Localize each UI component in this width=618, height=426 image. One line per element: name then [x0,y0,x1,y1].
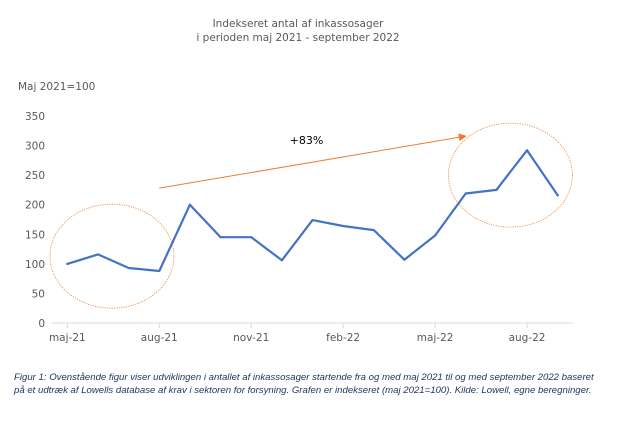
x-tick-label-aug-22: aug-22 [509,332,546,344]
data-point-maj-22 [433,234,437,237]
y-tick-label-300: 300 [25,141,45,153]
data-point-jan-22 [311,218,314,222]
y-tick-label-50: 50 [32,288,45,300]
series-group [66,149,559,273]
x-tick-label-nov-21: nov-21 [233,332,269,344]
growth-arrow [159,133,467,189]
data-point-feb-22 [342,224,345,228]
annotations: +83% [49,122,573,309]
y-tick-label-100: 100 [25,259,45,271]
data-point-jul-21 [127,266,130,270]
highlight-ellipse-2 [447,122,573,228]
data-point-sep-22 [556,194,559,197]
series-line-0 [66,149,559,273]
data-point-jun-22 [464,192,467,195]
x-tick-label-aug-21: aug-21 [141,332,178,344]
y-tick-label-350: 350 [25,111,45,123]
chart-title: Indekseret antal af inkassosager [213,18,385,30]
data-point-jul-22 [495,188,498,192]
data-point-maj-21 [66,262,69,265]
x-tick-label-maj-22: maj-22 [417,332,454,344]
highlight-ellipse-1 [49,203,175,309]
figure-caption: Figur 1: Ovenstående figur viser udvikli… [14,372,594,396]
data-point-apr-22 [403,258,406,261]
x-tick-label-maj-21: maj-21 [49,332,86,344]
y-tick-label-150: 150 [25,229,45,241]
data-point-nov-21 [250,236,253,239]
y-tick-label-0: 0 [38,318,45,330]
data-point-okt-21 [219,236,222,239]
y-tick-label-250: 250 [25,170,45,182]
data-point-jun-21 [96,253,100,256]
x-tick-label-feb-22: feb-22 [326,332,360,344]
data-point-aug-21 [158,269,161,273]
chart-subtitle: i perioden maj 2021 - september 2022 [196,32,399,44]
y-tick-label-200: 200 [25,200,45,212]
y-axis-label: Maj 2021=100 [18,81,95,93]
growth-label: +83% [290,134,324,147]
data-point-aug-22 [525,149,529,152]
data-point-sep-21 [188,203,192,206]
y-axis: 0 50 100 150 200 250 300 350 [25,111,45,330]
x-axis: maj-21 aug-21 nov-21 feb-22 maj-22 aug-22 [49,322,573,344]
data-point-mar-22 [372,229,375,232]
chart: Indekseret antal af inkassosager i perio… [18,18,573,344]
data-point-dec-21 [280,259,283,262]
